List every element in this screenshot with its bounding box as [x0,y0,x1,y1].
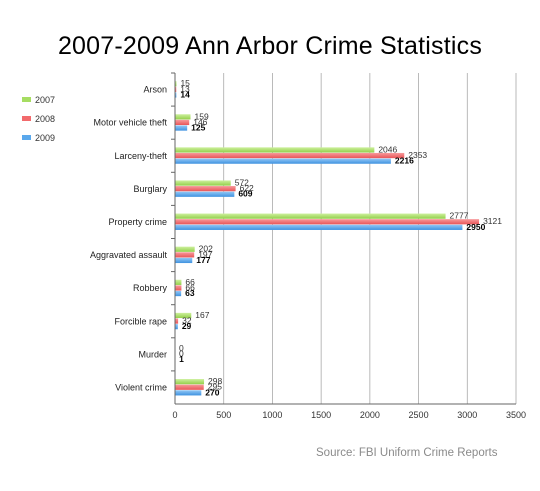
value-label-2009: 29 [182,321,192,331]
bar-2008 [175,186,236,192]
value-label-2009: 63 [185,288,195,298]
category-label: Forcible rape [114,316,167,326]
value-label-2009: 2950 [466,222,485,232]
bar-2007 [175,81,177,87]
legend-label-2008: 2008 [35,113,56,124]
bar-2007 [175,379,205,385]
bar-2009 [175,158,391,164]
x-tick-label-2500: 2500 [409,410,429,420]
bar-2009 [175,224,463,230]
bar-2009 [175,390,202,396]
legend-swatch-2009 [22,135,31,140]
bar-2007 [175,147,375,153]
source-note: Source: FBI Uniform Crime Reports [316,447,498,459]
value-label-2009: 125 [191,122,205,132]
value-label-2007: 66 [185,277,195,287]
bar-2007 [175,213,446,219]
bar-2008 [175,285,182,291]
category-label: Aggravated assault [90,250,168,260]
value-label-2007: 167 [195,310,209,320]
chart-title: 2007-2009 Ann Arbor Crime Statistics [57,32,483,60]
bar-2008 [175,152,405,159]
x-tick-label-2000: 2000 [360,410,380,420]
category-label: Property crime [108,217,167,227]
bar-2009 [175,290,182,297]
value-label-2008: 0 [179,349,184,359]
x-tick-label-1000: 1000 [262,410,282,420]
bar-2008 [175,119,190,126]
bar-2009 [175,191,235,197]
value-label-2007: 2777 [450,211,469,221]
legend-label-2007: 2007 [35,94,56,105]
category-label: Burglary [133,184,167,194]
bar-2007 [175,279,182,285]
value-label-2007: 0 [179,343,184,353]
value-label-2007: 2046 [378,144,397,154]
bar-2008 [175,384,204,390]
category-label: Arson [143,85,167,95]
value-label-2008: 3121 [483,216,502,226]
bar-2009 [175,324,178,330]
value-label-2008: 197 [198,249,212,259]
value-label-2008: 66 [185,282,195,292]
value-label-2008: 2353 [408,150,427,160]
chart-legend: 2007 2008 2009 [22,90,55,147]
value-label-2009: 270 [205,387,219,397]
legend-label-2009: 2009 [35,132,56,143]
bar-2008 [175,318,179,324]
bar-2008 [175,252,195,258]
bar-2007 [175,246,195,252]
x-tick-label-1500: 1500 [311,410,331,420]
value-label-2007: 202 [199,244,213,254]
x-tick-label-500: 500 [216,410,231,420]
value-label-2008: 295 [208,382,222,392]
value-label-2008: 622 [240,183,254,193]
value-label-2009: 2216 [395,156,414,166]
category-label: Robbery [133,283,168,293]
value-label-2009: 177 [196,255,210,265]
bar-2008 [175,219,480,225]
bar-2007 [175,180,231,186]
value-label-2007: 15 [180,78,190,88]
value-label-2009: 1 [179,354,184,364]
bar-2009 [175,92,177,98]
value-label-2008: 32 [182,315,192,325]
value-label-2009: 609 [238,189,252,199]
value-label-2007: 572 [235,177,249,187]
x-tick-label-3000: 3000 [457,410,477,420]
legend-item-2009: 2009 [22,128,55,147]
category-label: Murder [138,349,167,359]
legend-item-2008: 2008 [22,109,55,128]
value-label-2009: 14 [180,89,190,99]
grid [223,73,517,404]
bar-2008 [175,86,177,92]
bar-2007 [175,312,192,319]
bars [175,81,480,396]
legend-swatch-2007 [22,97,31,102]
bar-2009 [175,125,188,131]
value-label-2007: 298 [208,376,222,386]
legend-item-2007: 2007 [22,90,55,109]
x-tick-label-0: 0 [172,410,177,420]
bar-2007 [175,114,191,120]
legend-swatch-2008 [22,116,31,121]
category-label: Motor vehicle theft [93,118,167,128]
value-label-2007: 159 [194,111,208,121]
category-label: Larceny-theft [114,151,167,161]
value-label-2008: 13 [180,84,190,94]
value-label-2008: 146 [193,117,207,127]
category-label: Violent crime [115,382,167,392]
bar-2009 [175,257,193,264]
x-tick-label-3500: 3500 [506,410,526,420]
